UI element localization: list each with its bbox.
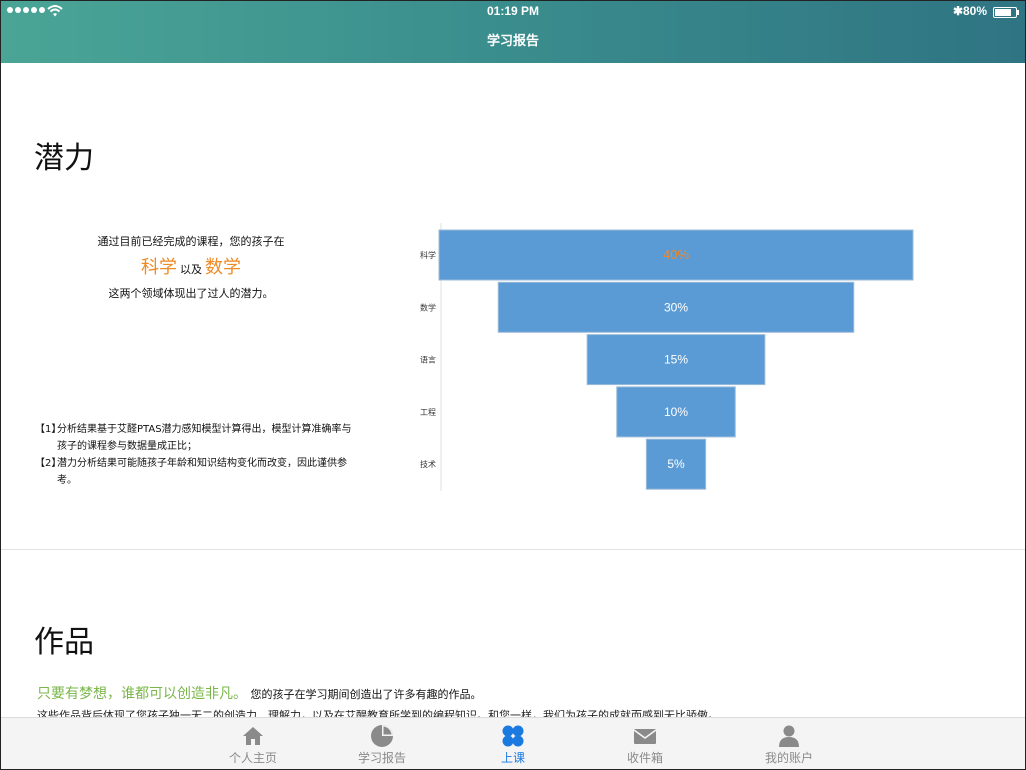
status-time: 01:19 PM: [486, 4, 540, 18]
user-icon: [779, 725, 799, 747]
note-text: 分析结果基于艾醛PTAS潜力感知模型计算得出，模型计算准确率与孩子的课程参与数据…: [57, 424, 352, 452]
subject-science: 科学: [141, 257, 177, 278]
battery-icon: [993, 7, 1019, 18]
tab-class[interactable]: 上课: [458, 718, 568, 769]
status-bar: 01:19 PM ✱ 80%: [1, 4, 1025, 20]
note-number: 【2】: [35, 458, 62, 469]
funnel-bar: [616, 386, 736, 438]
funnel-bar: [645, 438, 707, 490]
intro-line-1: 通过目前已经完成的课程，您的孩子在: [97, 235, 285, 248]
value-label: 5%: [667, 457, 685, 471]
tab-report[interactable]: 学习报告: [327, 718, 437, 769]
section-divider: [1, 549, 1025, 550]
clover-icon: [502, 725, 524, 747]
home-icon: [243, 727, 263, 745]
slogan-highlight: 只要有梦想，谁都可以创造非凡。: [37, 686, 247, 702]
value-label: 30%: [664, 300, 688, 314]
tab-label: 学习报告: [357, 751, 406, 765]
potential-funnel-chart: 科学 40% 数学 30% 语言 15% 工程 10% 技术 5%: [420, 223, 914, 491]
mail-icon: [633, 729, 657, 744]
category-label: 语言: [420, 355, 436, 365]
tab-inbox[interactable]: 收件箱: [590, 718, 700, 769]
works-slogan: 只要有梦想，谁都可以创造非凡。 您的孩子在学习期间创造出了许多有趣的作品。: [37, 683, 482, 703]
slogan-tail: 您的孩子在学习期间创造出了许多有趣的作品。: [250, 688, 482, 701]
tab-label: 收件箱: [626, 751, 663, 765]
wifi-icon: [47, 5, 63, 17]
note-number: 【1】: [35, 424, 62, 435]
potential-title: 潜力: [34, 141, 94, 176]
category-label: 数学: [420, 302, 436, 312]
tab-label: 我的账户: [764, 751, 813, 765]
pie-chart-icon: [371, 725, 393, 747]
category-label: 技术: [420, 459, 436, 469]
note-item: 【1】 分析结果基于艾醛PTAS潜力感知模型计算得出，模型计算准确率与孩子的课程…: [35, 421, 355, 455]
funnel-bar: [497, 281, 855, 333]
potential-notes: 【1】 分析结果基于艾醛PTAS潜力感知模型计算得出，模型计算准确率与孩子的课程…: [35, 421, 355, 489]
note-text: 潜力分析结果可能随孩子年龄和知识结构变化而改变，因此谨供参考。: [57, 458, 347, 486]
tab-label: 个人主页: [228, 751, 277, 765]
works-title: 作品: [34, 625, 94, 660]
funnel-bar: [586, 334, 766, 386]
note-item: 【2】 潜力分析结果可能随孩子年龄和知识结构变化而改变，因此谨供参考。: [35, 455, 355, 489]
value-label: 15%: [664, 353, 688, 367]
category-label: 科学: [420, 250, 436, 260]
potential-intro: 通过目前已经完成的课程，您的孩子在 科学 以及 数学 这两个领域体现出了过人的潜力。: [81, 233, 301, 301]
tab-bar: 个人主页 学习报告 上课 收件箱: [1, 717, 1025, 769]
signal-icon: [7, 7, 45, 13]
category-label: 工程: [420, 408, 436, 417]
intro-subjects: 科学 以及 数学: [81, 253, 301, 279]
funnel-bar: [438, 229, 914, 281]
intro-line-3: 这两个领域体现出了过人的潜力。: [108, 287, 274, 300]
tab-label: 上课: [500, 751, 525, 765]
bluetooth-icon: ✱: [952, 4, 963, 18]
value-label: 10%: [664, 405, 688, 419]
subject-math: 数学: [205, 257, 241, 278]
top-bar: 01:19 PM ✱ 80% 学习报告: [1, 1, 1025, 63]
tab-home[interactable]: 个人主页: [198, 718, 308, 769]
battery-percent: 80%: [962, 4, 987, 18]
subject-connector: 以及: [180, 263, 202, 276]
page-title: 学习报告: [486, 34, 539, 49]
value-label: 40%: [663, 247, 689, 262]
tab-account[interactable]: 我的账户: [734, 718, 844, 769]
